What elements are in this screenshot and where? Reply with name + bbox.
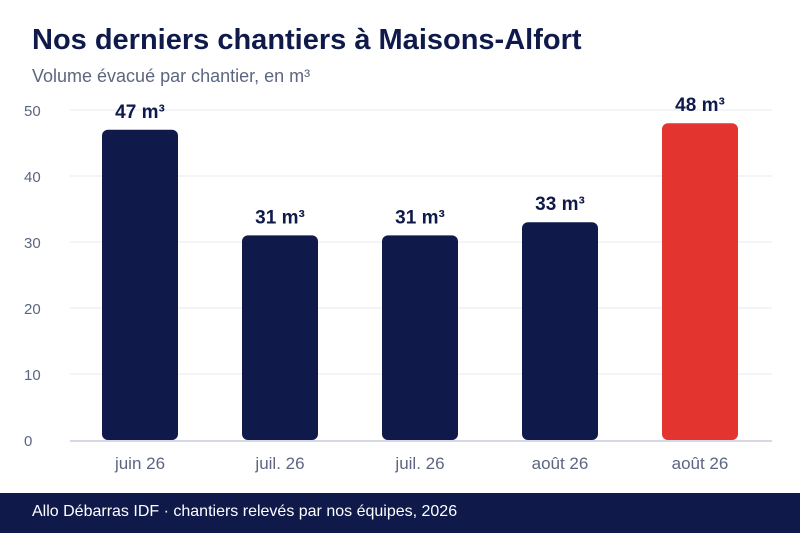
chart-title: Nos derniers chantiers à Maisons-Alfort <box>32 24 582 56</box>
bar <box>242 235 318 440</box>
footer-source: Allo Débarras IDF · chantiers relevés pa… <box>32 503 458 520</box>
bar <box>522 222 598 440</box>
chart-subtitle: Volume évacué par chantier, en m³ <box>32 66 311 86</box>
x-tick-label: juin 26 <box>114 454 165 473</box>
bar <box>382 235 458 440</box>
bar-value-label: 47 m³ <box>115 102 165 123</box>
footer-bar: Allo Débarras IDF · chantiers relevés pa… <box>0 493 800 533</box>
bar-value-label: 33 m³ <box>535 194 585 215</box>
y-tick-label: 40 <box>24 169 41 186</box>
x-tick-label: août 26 <box>532 454 589 473</box>
y-tick-label: 50 <box>24 103 41 120</box>
x-tick-label: juil. 26 <box>394 454 444 473</box>
y-tick-label: 20 <box>24 301 41 318</box>
x-tick-label: août 26 <box>672 454 729 473</box>
y-tick-label: 0 <box>24 433 32 450</box>
bar-value-label: 31 m³ <box>255 207 305 228</box>
bar-chart: 0 10 20 30 40 50 47 m³ juin 26 31 m³ juil. 26 31 m… <box>24 95 772 473</box>
y-tick-label: 10 <box>24 367 41 384</box>
bar-value-label: 48 m³ <box>675 95 725 116</box>
bar <box>662 123 738 440</box>
y-tick-label: 30 <box>24 235 41 252</box>
x-tick-label: juil. 26 <box>254 454 304 473</box>
bar <box>102 129 178 441</box>
bar-value-label: 31 m³ <box>395 207 445 228</box>
